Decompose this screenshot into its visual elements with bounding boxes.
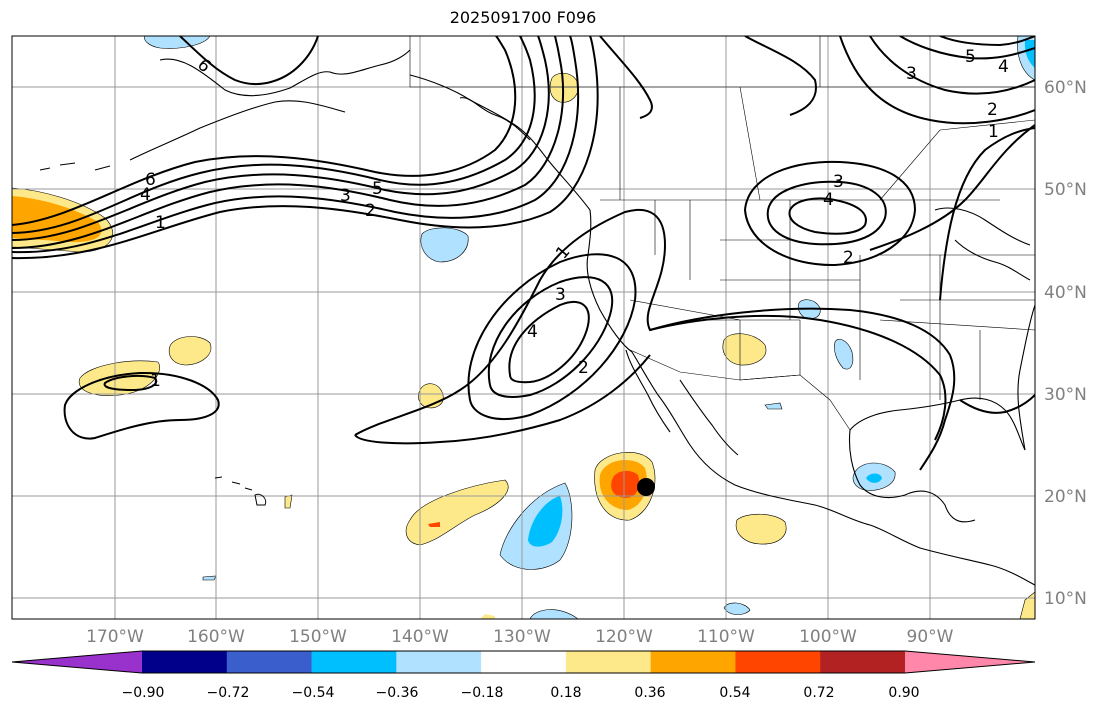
political-borders (409, 36, 1035, 431)
lon-label: 130°W (493, 627, 551, 647)
colorbar-segment (735, 651, 821, 673)
shade-neg-7 (723, 602, 751, 615)
contour-label: 4 (823, 190, 834, 210)
contour-label: 1 (155, 213, 166, 233)
contour-label: 4 (998, 57, 1009, 77)
contour-label: 5 (372, 179, 383, 199)
lat-label: 20°N (1044, 487, 1087, 507)
colorbar-segment (650, 651, 736, 673)
shade-storm-inner (611, 470, 640, 498)
lon-label: 170°W (86, 627, 144, 647)
shade-neg-9-inner (1024, 40, 1035, 68)
colorbar-tick-label: −0.54 (292, 685, 335, 701)
contour-label: 2 (578, 358, 589, 378)
lat-label: 10°N (1044, 589, 1087, 609)
contour-label: 2 (843, 248, 854, 268)
contour-label: 3 (833, 172, 844, 192)
lon-label: 160°W (187, 627, 245, 647)
lat-label: 50°N (1044, 180, 1087, 200)
lon-label: 100°W (799, 627, 857, 647)
colorbar-extend-high (905, 651, 1035, 673)
colorbar-tick-labels: −0.90 −0.72 −0.54 −0.36 −0.18 0.18 0.36 … (122, 685, 920, 701)
map-title: 2025091700 F096 (449, 8, 597, 27)
shade-blob-4 (549, 72, 579, 103)
colorbar-segment (311, 651, 397, 673)
shade-neg-1 (420, 227, 469, 263)
contour-label: 4 (140, 185, 151, 205)
contour-label: 5 (965, 47, 976, 67)
colorbar-tick-label: −0.90 (122, 685, 165, 701)
coastlines (39, 49, 1035, 586)
colorbar-segment (481, 651, 567, 673)
shade-neg-10 (202, 575, 217, 581)
lon-label: 140°W (391, 627, 449, 647)
shade-neg-5 (834, 339, 854, 370)
colorbar-tick-label: 0.18 (550, 685, 581, 701)
lon-label: 150°W (289, 627, 347, 647)
colorbar (11, 650, 1036, 674)
colorbar-tick-label: −0.18 (461, 685, 504, 701)
contour-label: 4 (527, 322, 538, 342)
contour-label: 3 (555, 285, 566, 305)
lon-label: 120°W (595, 627, 653, 647)
hawaii-islands (214, 476, 267, 506)
shade-blob-9 (1019, 591, 1035, 619)
colorbar-tick-label: −0.36 (376, 685, 419, 701)
contour-label: 2 (987, 100, 998, 120)
lat-label: 40°N (1044, 283, 1087, 303)
map-frame (11, 35, 1036, 620)
colorbar-tick-label: 0.90 (888, 685, 919, 701)
lat-label: 60°N (1044, 78, 1087, 98)
colorbar-outline (11, 650, 1036, 674)
colorbar-extend-low (12, 651, 142, 673)
contour-label: 3 (906, 64, 917, 84)
colorbar-segment (226, 651, 313, 673)
colorbar-segment (820, 651, 906, 673)
contour-label: 3 (340, 186, 351, 206)
longitude-labels: 170°W 160°W 150°W 140°W 130°W 120°W 110°… (86, 627, 954, 647)
shade-neg-6 (764, 402, 783, 410)
lon-label: 110°W (697, 627, 755, 647)
shade-blob-2 (168, 336, 212, 366)
lat-label: 30°N (1044, 385, 1087, 405)
contour-label: 6 (145, 170, 156, 190)
contours (12, 36, 1035, 471)
contour-label: 2 (365, 201, 376, 221)
contour-label: 1 (988, 122, 999, 142)
shade-tiny-1 (428, 522, 440, 527)
shade-blob-10 (480, 614, 495, 619)
colorbar-segment (142, 651, 228, 673)
shade-blob-6 (735, 513, 787, 545)
storm-position-marker (637, 478, 655, 496)
shade-north-top-negative (144, 36, 211, 49)
colorbar-segment (396, 651, 482, 673)
shade-neg-3-inner (866, 473, 882, 483)
colorbar-tick-label: 0.54 (719, 685, 750, 701)
colorbar-tick-label: 0.72 (803, 685, 834, 701)
latitude-labels: 60°N 50°N 40°N 30°N 20°N 10°N (1044, 78, 1087, 609)
colorbar-segment (565, 651, 652, 673)
shade-neg-2-inner (528, 496, 563, 547)
colorbar-tick-label: −0.72 (207, 685, 250, 701)
lon-label: 90°W (907, 627, 954, 647)
colorbar-tick-label: 0.36 (634, 685, 665, 701)
contour-label: 1 (150, 371, 161, 391)
